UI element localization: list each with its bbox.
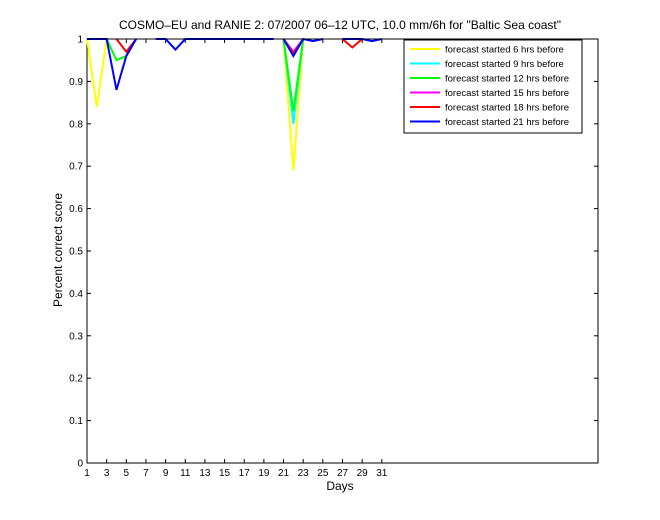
- x-tick-label: 29: [357, 468, 369, 479]
- x-tick-label: 9: [163, 468, 169, 479]
- x-tick-label: 5: [124, 468, 130, 479]
- y-tick-label: 1: [77, 35, 83, 46]
- x-tick-label: 25: [317, 468, 329, 479]
- y-tick-label: 0.5: [69, 247, 83, 258]
- y-tick-label: 0.1: [69, 416, 83, 427]
- series-line: [341, 38, 363, 49]
- y-tick-label: 0.3: [69, 331, 83, 342]
- y-tick-label: 0: [77, 459, 83, 470]
- y-tick-label: 0.8: [69, 119, 83, 130]
- legend-label: forecast started 9 hrs before: [445, 59, 564, 70]
- legend-label: forecast started 15 hrs before: [445, 88, 569, 99]
- y-tick-label: 0.4: [69, 289, 83, 300]
- legend-label: forecast started 21 hrs before: [445, 117, 569, 128]
- legend-box: [403, 39, 583, 134]
- series-1: [86, 38, 305, 171]
- legend-label: forecast started 12 hrs before: [445, 74, 569, 85]
- legend: forecast started 6 hrs before forecast st…: [403, 39, 583, 134]
- y-axis-title: Percent correct score: [51, 193, 65, 307]
- x-tick-label: 23: [298, 468, 310, 479]
- x-axis-title: Days: [326, 479, 353, 493]
- x-tick-label: 13: [199, 468, 211, 479]
- series-line: [86, 38, 108, 107]
- y-tick-label: 0.9: [69, 77, 83, 88]
- legend-label: forecast started 6 hrs before: [445, 45, 564, 56]
- series-line: [282, 38, 305, 112]
- y-tick-label: 0.7: [69, 162, 83, 173]
- y-tick-label: 0.2: [69, 374, 83, 385]
- x-tick-label: 7: [143, 468, 149, 479]
- x-tick-label: 31: [376, 468, 388, 479]
- x-tick-label: 11: [180, 468, 191, 479]
- series-line: [282, 38, 305, 171]
- x-tick-label: 3: [104, 468, 110, 479]
- x-tick-label: 15: [219, 468, 231, 479]
- x-tick-label: 19: [258, 468, 270, 479]
- x-tick-label: 27: [337, 468, 349, 479]
- y-tick-label: 0.6: [69, 204, 83, 215]
- legend-label: forecast started 18 hrs before: [445, 103, 569, 114]
- x-tick-label: 1: [84, 468, 90, 479]
- chart-title: COSMO–EU and RANIE 2: 07/2007 06–12 UTC,…: [119, 18, 561, 32]
- x-tick-label: 21: [278, 468, 290, 479]
- x-tick-label: 17: [239, 468, 251, 479]
